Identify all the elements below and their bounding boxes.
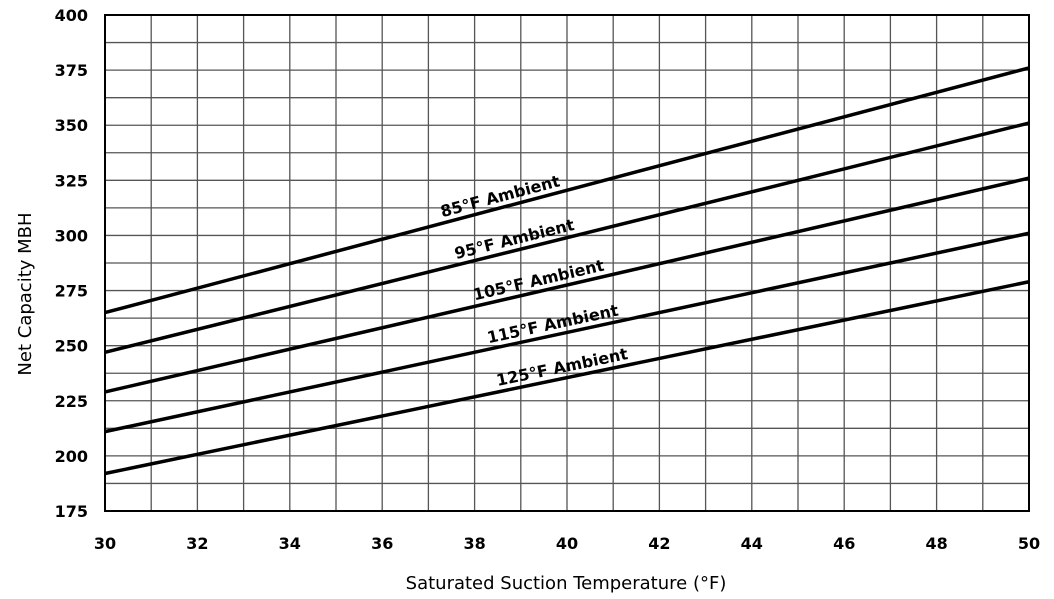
x-tick-label: 30	[94, 534, 116, 553]
x-tick-label: 44	[741, 534, 763, 553]
series-line-115-f-ambient	[104, 231, 1030, 434]
x-tick-label: 42	[648, 534, 670, 553]
y-tick-label: 350	[55, 116, 88, 135]
y-tick-label: 275	[55, 282, 88, 301]
series-line-105-f-ambient	[104, 176, 1030, 394]
x-tick-label: 34	[279, 534, 301, 553]
x-tick-label: 32	[186, 534, 208, 553]
series-lines	[104, 66, 1030, 476]
x-tick-label: 48	[925, 534, 947, 553]
y-tick-label: 400	[55, 6, 88, 25]
plot-frame	[104, 14, 1030, 512]
y-axis-title: Net Capacity MBH	[15, 212, 36, 375]
y-tick-label: 325	[55, 171, 88, 190]
x-tick-label: 36	[371, 534, 393, 553]
y-tick-label: 200	[55, 447, 88, 466]
y-tick-label: 225	[55, 392, 88, 411]
y-tick-label: 300	[55, 226, 88, 245]
x-tick-label: 46	[833, 534, 855, 553]
x-tick-label: 50	[1018, 534, 1040, 553]
series-line-125-f-ambient	[104, 280, 1030, 476]
x-axis-ticks: 30 32 34 36 38 40 42 44 46 48 50	[94, 534, 1040, 553]
series-label-125-f-ambient: 125°F Ambient	[495, 344, 630, 390]
x-axis-title: Saturated Suction Temperature (°F)	[406, 573, 727, 594]
series-line-85-f-ambient	[104, 66, 1030, 315]
x-tick-label: 40	[556, 534, 578, 553]
y-axis-ticks: 175 200 225 250 275 300 325 350 375 400	[55, 6, 88, 521]
series-line-95-f-ambient	[104, 121, 1030, 354]
y-tick-label: 375	[55, 61, 88, 80]
y-tick-label: 250	[55, 337, 88, 356]
x-tick-label: 38	[463, 534, 485, 553]
y-tick-label: 175	[55, 502, 88, 521]
